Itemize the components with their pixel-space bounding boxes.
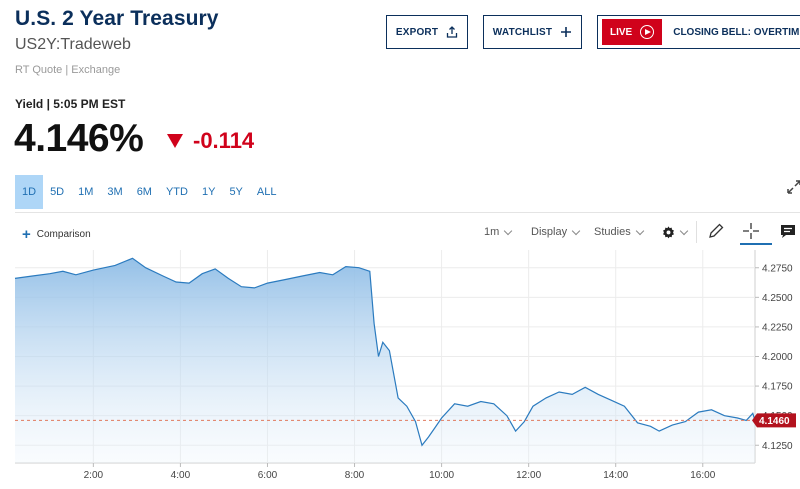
down-arrow-icon xyxy=(167,134,183,148)
live-badge[interactable]: LIVE xyxy=(602,19,663,45)
plus-icon: + xyxy=(22,225,31,243)
range-tab-ytd[interactable]: YTD xyxy=(165,186,188,198)
quote-source: RT Quote | Exchange xyxy=(15,64,121,76)
last-price-tag-label: 4.1460 xyxy=(759,416,790,427)
price-change: -0.114 xyxy=(193,128,255,153)
symbol-label: US2Y:Tradeweb xyxy=(15,36,131,53)
export-button[interactable]: EXPORT xyxy=(386,15,468,49)
live-label: LIVE xyxy=(609,26,633,38)
plus-icon xyxy=(561,27,572,37)
display-dropdown[interactable]: Display xyxy=(531,226,581,238)
studies-label: Studies xyxy=(594,226,631,238)
crosshair-icon[interactable] xyxy=(742,222,760,240)
range-tab-5y[interactable]: 5Y xyxy=(229,186,243,198)
x-tick-label: 12:00 xyxy=(516,470,541,481)
pencil-icon[interactable] xyxy=(707,222,725,240)
range-tab-6m[interactable]: 6M xyxy=(136,186,152,198)
studies-dropdown[interactable]: Studies xyxy=(594,226,644,238)
crosshair-active-indicator xyxy=(740,243,772,245)
range-tab-1y[interactable]: 1Y xyxy=(201,186,216,198)
y-tick-label: 4.2250 xyxy=(762,322,793,333)
page-title: U.S. 2 Year Treasury xyxy=(15,7,219,30)
live-program-title: CLOSING BELL: OVERTIME xyxy=(673,26,800,38)
settings-dropdown[interactable] xyxy=(662,226,689,239)
last-price: 4.146% xyxy=(14,117,144,160)
comment-icon[interactable] xyxy=(779,222,797,240)
x-tick-label: 14:00 xyxy=(603,470,628,481)
play-icon xyxy=(640,25,655,39)
toolbar-separator xyxy=(696,221,697,243)
x-tick-label: 8:00 xyxy=(345,470,365,481)
x-tick-label: 10:00 xyxy=(429,470,454,481)
y-tick-label: 4.2750 xyxy=(762,263,793,274)
live-banner[interactable]: LIVE CLOSING BELL: OVERTIME xyxy=(597,15,800,49)
yield-timestamp: Yield | 5:05 PM EST xyxy=(15,97,126,111)
range-tab-1m[interactable]: 1M xyxy=(78,186,94,198)
interval-label: 1m xyxy=(484,226,500,238)
gear-icon xyxy=(663,226,674,239)
y-tick-label: 4.1750 xyxy=(762,382,793,393)
watchlist-button[interactable]: WATCHLIST xyxy=(483,15,582,49)
range-tab-1d[interactable]: 1D xyxy=(15,175,44,209)
display-label: Display xyxy=(531,226,568,238)
last-price-tag: 4.1460 xyxy=(752,413,796,428)
interval-dropdown[interactable]: 1m xyxy=(484,226,513,238)
x-tick-label: 16:00 xyxy=(690,470,715,481)
price-line xyxy=(14,257,756,447)
toolbar-divider xyxy=(15,212,800,213)
export-label: EXPORT xyxy=(395,26,439,38)
comparison-label: Comparison xyxy=(36,229,91,240)
y-tick-label: 4.1250 xyxy=(762,441,793,452)
range-tab-3m[interactable]: 3M xyxy=(107,186,123,198)
range-tab-all[interactable]: ALL xyxy=(256,186,277,198)
price-area xyxy=(15,258,755,463)
y-tick-label: 4.2000 xyxy=(762,352,793,363)
comparison-button[interactable]: + Comparison xyxy=(22,225,91,243)
range-tabs: 1D 5D 1M 3M 6M YTD 1Y 5Y ALL xyxy=(15,175,283,209)
watchlist-label: WATCHLIST xyxy=(492,26,553,38)
x-tick-label: 2:00 xyxy=(84,470,104,481)
upload-icon xyxy=(447,26,458,38)
x-tick-label: 4:00 xyxy=(171,470,191,481)
range-tab-5d[interactable]: 5D xyxy=(50,186,65,198)
x-tick-label: 6:00 xyxy=(258,470,278,481)
expand-icon[interactable] xyxy=(787,180,800,194)
y-tick-label: 4.2500 xyxy=(762,293,793,304)
